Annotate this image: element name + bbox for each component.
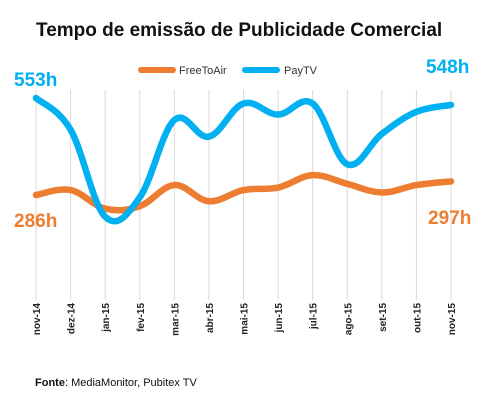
callout-freetoair-end: 297h: [428, 208, 471, 229]
source-note: Fonte: MediaMonitor, Pubitex TV: [35, 377, 197, 389]
legend: FreeToAir PayTV: [138, 65, 318, 77]
x-tick-label: dez-14: [67, 303, 78, 335]
source-text: MediaMonitor, Pubitex TV: [68, 377, 197, 389]
callout-paytv-end: 548h: [426, 57, 469, 78]
x-tick-label: jun-15: [274, 303, 285, 334]
x-tick-label: out-15: [412, 303, 423, 333]
x-tick-label: abr-15: [205, 303, 216, 333]
chart-title: Tempo de emissão de Publicidade Comercia…: [36, 20, 442, 41]
source-separator: :: [65, 377, 68, 389]
x-tick-label: fev-15: [136, 303, 147, 332]
source-label: Fonte: [35, 377, 65, 389]
x-tick-label: jan-15: [101, 303, 112, 333]
x-tick-label: nov-14: [32, 303, 43, 336]
x-tick-label: jul-15: [309, 303, 320, 331]
legend-label-freetoair: FreeToAir: [179, 65, 227, 77]
x-tick-label: ago-15: [343, 303, 354, 336]
legend-label-paytv: PayTV: [284, 65, 318, 77]
callout-paytv-start: 553h: [14, 70, 57, 91]
x-tick-label: mar-15: [170, 303, 181, 336]
x-axis-ticks: nov-14 dez-14 jan-15 fev-15 mar-15 abr-15 mai-…: [32, 303, 458, 336]
x-tick-label: mai-15: [240, 303, 251, 335]
callout-freetoair-start: 286h: [14, 211, 57, 232]
series-layer: [32, 94, 455, 225]
x-tick-label: set-15: [378, 303, 389, 332]
x-tick-label: nov-15: [447, 303, 458, 336]
